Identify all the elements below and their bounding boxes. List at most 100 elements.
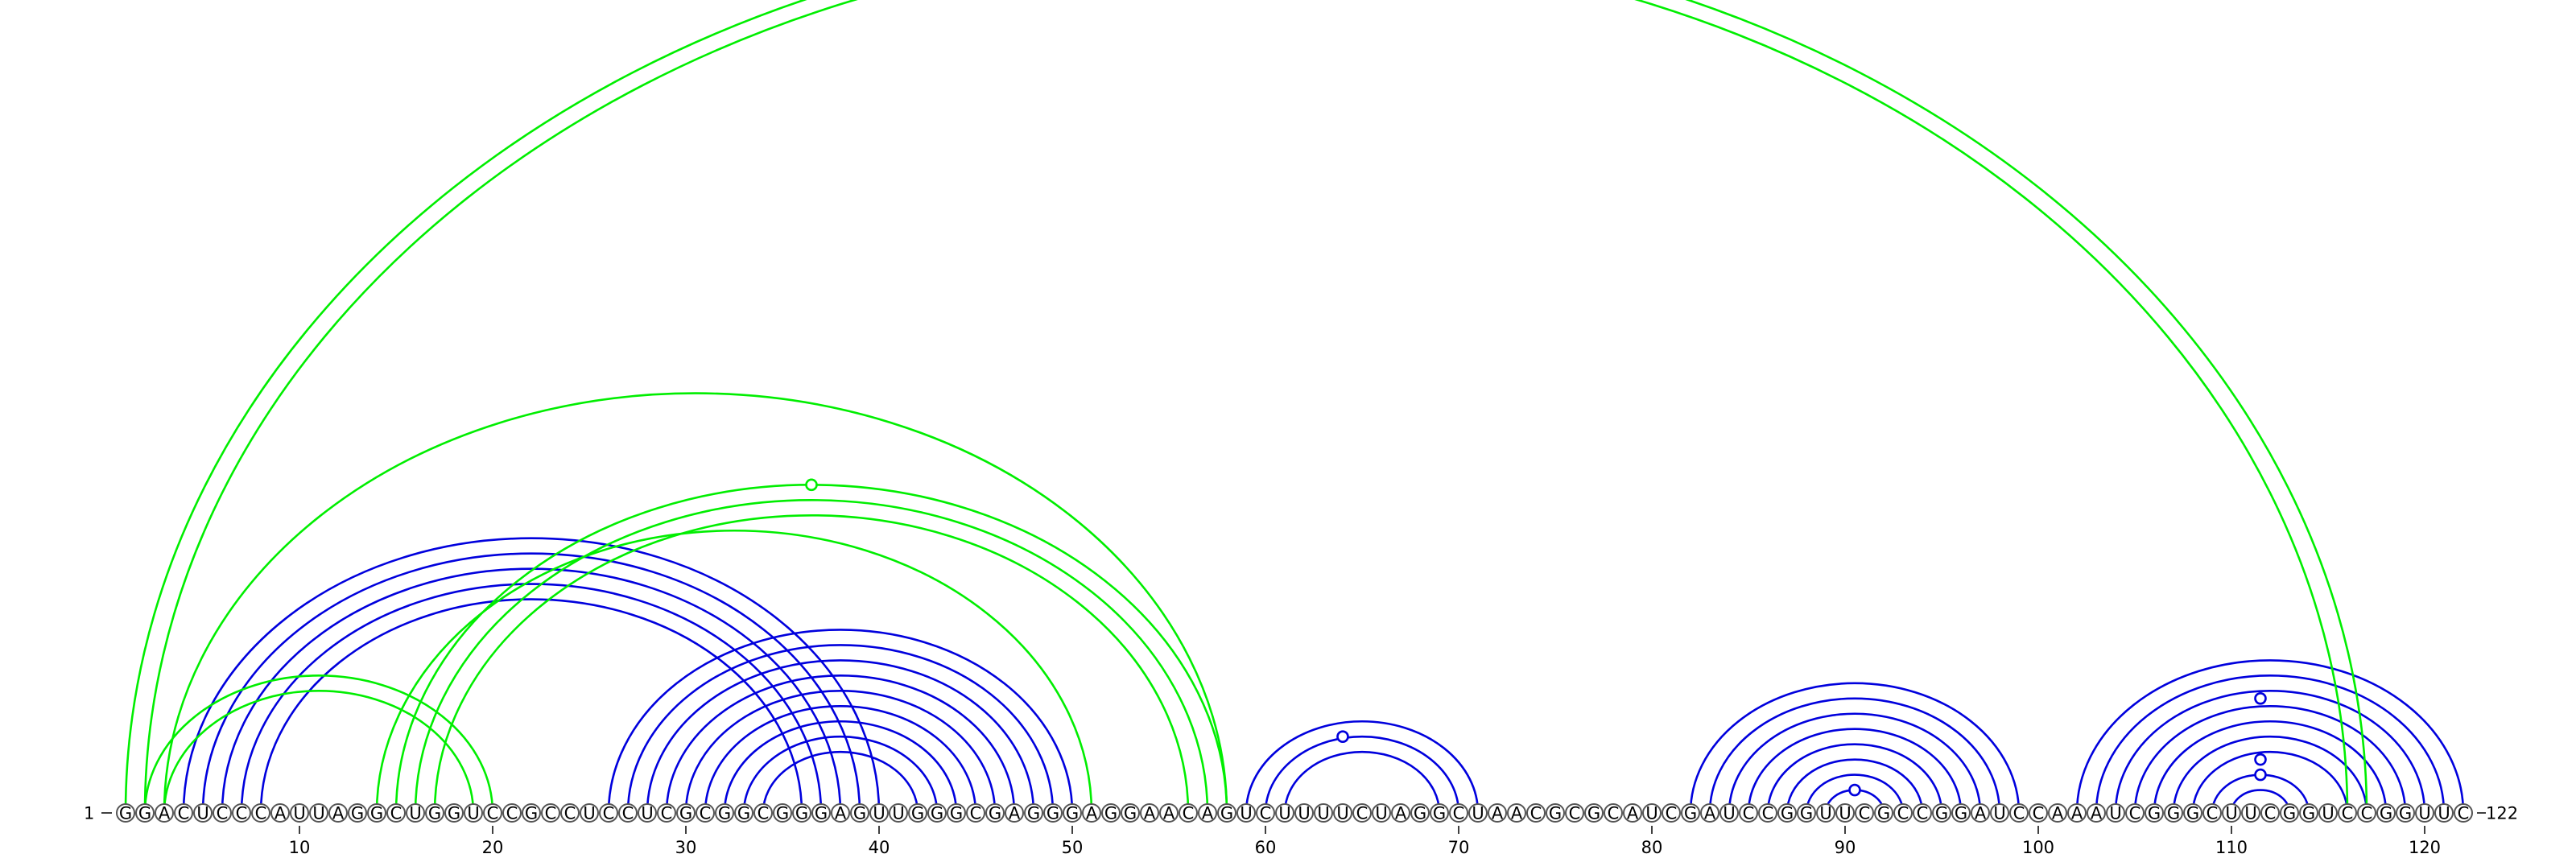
nucleotide-circle [270, 803, 290, 823]
blue-pair-arc-0-3 [240, 583, 823, 814]
nucleotide-circle [1855, 803, 1874, 823]
position-axis: 10 20 30 40 50 60 70 80 90 100 110 120 [289, 826, 2441, 857]
nucleotide-letter: A [1144, 804, 1156, 823]
nucleotide-letter: G [931, 804, 943, 823]
nucleotide-circle [1488, 803, 1507, 823]
blue-pair-arc-5-5 [2172, 735, 2368, 814]
pseudoknot-marker-1 [1336, 730, 1349, 744]
green-pair-arc-3-2 [433, 514, 1190, 814]
nucleotide-letter: C [2361, 804, 2373, 823]
nucleotide-circle [1951, 803, 1971, 823]
nucleotide-letter: C [1608, 804, 1620, 823]
blue-pair-arc-5-6 [2191, 750, 2349, 814]
nucleotide-letter: C [2458, 804, 2470, 823]
nucleotide-letter: A [1511, 804, 1523, 823]
nucleotide-letter: C [255, 804, 267, 823]
blue-pair-arc-5-1 [2095, 674, 2446, 814]
nucleotide-letter: U [1472, 804, 1484, 823]
nucleotide-letter: C [1453, 804, 1465, 823]
nucleotide-circle [1314, 803, 1333, 823]
nucleotide-circle [1700, 803, 1719, 823]
nucleotide-circle [1874, 803, 1893, 823]
blue-pair-arc-4-1 [1708, 697, 2001, 814]
blue-pair-arc-5-2 [2114, 690, 2426, 814]
nucleotide-circle [1739, 803, 1758, 823]
nucleotide-circle [2376, 803, 2396, 823]
nucleotide-circle [522, 803, 541, 823]
blue-pair-arc-1-1 [626, 644, 1055, 814]
nucleotide-circle [2067, 803, 2087, 823]
nucleotide-circle [348, 803, 367, 823]
nucleotide-circle [2241, 803, 2260, 823]
nucleotide-letter: C [545, 804, 557, 823]
end-position-label: 122 [2486, 804, 2518, 823]
nucleotide-circle [2280, 803, 2299, 823]
nucleotide-letter: C [2207, 804, 2219, 823]
nucleotide-circle [734, 803, 753, 823]
nucleotide-letter: G [1684, 804, 1697, 823]
nucleotide-circle [1159, 803, 1179, 823]
axis-tick-label: 120 [2409, 838, 2441, 857]
nucleotide-letter: G [737, 804, 750, 823]
nucleotide-letter: G [1027, 804, 1040, 823]
axis-tick-label: 100 [2022, 838, 2054, 857]
nucleotide-letter: U [583, 804, 595, 823]
nucleotide-letter: C [661, 804, 673, 823]
nucleotide-circle [1719, 803, 1739, 823]
nucleotide-letter: G [795, 804, 808, 823]
nucleotide-letter: G [2380, 804, 2392, 823]
nucleotide-circle [2454, 803, 2473, 823]
nucleotide-letter: G [2302, 804, 2315, 823]
nucleotide-letter: G [989, 804, 1001, 823]
pseudoknot-marker-4 [2254, 753, 2267, 766]
nucleotide-circle [1294, 803, 1314, 823]
nucleotide-letter: C [2013, 804, 2025, 823]
nucleotide-circle [1082, 803, 1101, 823]
nucleotide-letter: G [815, 804, 828, 823]
nucleotide-letter: G [1587, 804, 1600, 823]
nucleotide-letter: U [1723, 804, 1735, 823]
nucleotide-circle [251, 803, 270, 823]
nucleotide-circle [1507, 803, 1526, 823]
axis-tick-label: 70 [1448, 838, 1470, 857]
nucleotide-circle [2396, 803, 2415, 823]
axis-tick-label: 90 [1835, 838, 1856, 857]
nucleotide-circle [367, 803, 386, 823]
nucleotide-letter: A [1627, 804, 1639, 823]
nucleotide-circle [1101, 803, 1121, 823]
nucleotide-circle [1236, 803, 1256, 823]
nucleotide-circle [193, 803, 213, 823]
start-position-label: 1 [84, 804, 94, 823]
nucleotide-letter: U [1336, 804, 1348, 823]
nucleotide-circle [1816, 803, 1835, 823]
nucleotide-letter: G [2148, 804, 2161, 823]
nucleotide-letter: A [275, 804, 287, 823]
nucleotide-circle [889, 803, 908, 823]
pseudoknot-marker-2 [1848, 783, 1861, 797]
nucleotide-letter: A [2052, 804, 2064, 823]
blue-pair-arc-1-5 [704, 705, 977, 814]
nucleotide-letter: G [138, 804, 151, 823]
nucleotide-letter: U [2322, 804, 2334, 823]
nucleotide-letter: C [2129, 804, 2141, 823]
nucleotide-circle [2009, 803, 2029, 823]
nucleotide-letter: U [1298, 804, 1310, 823]
blue-pair-arc-1-4 [684, 690, 997, 814]
nucleotide-letter: G [1433, 804, 1446, 823]
nucleotide-circle [406, 803, 425, 823]
nucleotide-letter: A [332, 804, 345, 823]
axis-tick-label: 60 [1255, 838, 1277, 857]
nucleotide-letter: G [1046, 804, 1059, 823]
nucleotide-circle [869, 803, 889, 823]
nucleotide-letter: C [1897, 804, 1909, 823]
nucleotide-letter: U [409, 804, 421, 823]
nucleotide-letter: C [1917, 804, 1929, 823]
nucleotide-circle [116, 803, 135, 823]
nucleotide-circle [213, 803, 232, 823]
nucleotide-letter: U [2438, 804, 2450, 823]
arcs-layer [124, 0, 2465, 814]
nucleotide-circle [2183, 803, 2202, 823]
nucleotide-letter: U [1819, 804, 1831, 823]
nucleotide-circle [947, 803, 966, 823]
blue-pair-arc-2-1 [742, 735, 939, 814]
